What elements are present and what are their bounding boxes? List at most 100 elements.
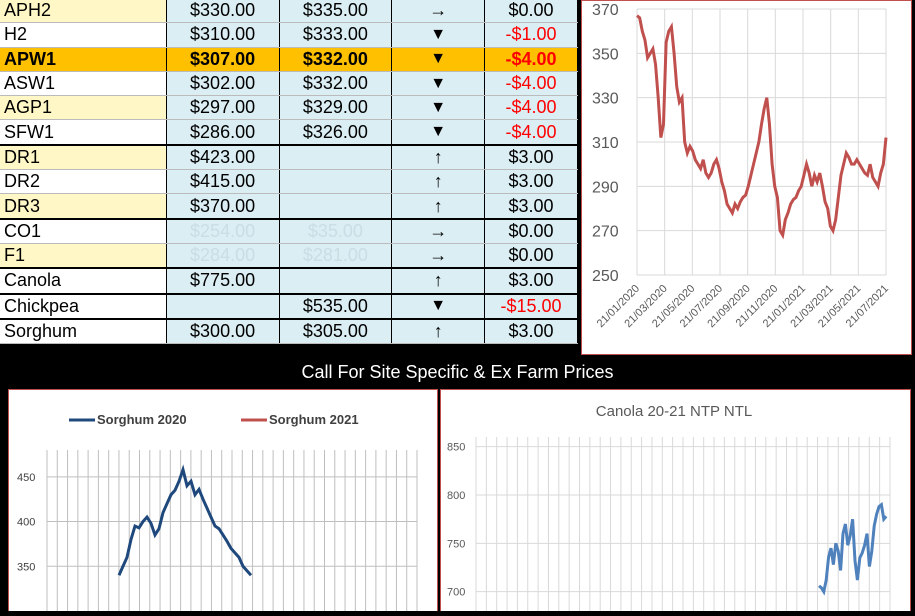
sorghum-svg: 450 400 350 Sorghum 2020 Sorghum 2021 <box>17 412 418 611</box>
trend-arrow: ▼ <box>391 95 486 121</box>
price-history-chart: 370 350 330 310 290 270 250 21/01/2020 21/03/202… <box>581 0 912 355</box>
price-1: $423.00 <box>166 143 280 171</box>
price-change: $3.00 <box>484 143 578 171</box>
y-tick-label: 400 <box>17 517 35 529</box>
price-change: -$4.00 <box>484 71 578 97</box>
price-1: $310.00 <box>166 22 280 48</box>
price-row: APH2 $330.00 $335.00 → $0.00 <box>0 0 578 24</box>
y-tick-label: 330 <box>592 91 619 108</box>
price-row: APW1 $307.00 $332.00 ▼ -$4.00 <box>0 47 578 72</box>
price-2: $35.00 <box>279 217 393 244</box>
price-1 <box>166 292 280 320</box>
y-tick-label: 750 <box>447 538 465 550</box>
price-2 <box>279 193 393 220</box>
price-table: APH2 $330.00 $335.00 → $0.00 H2 $310.00 $333.00… <box>0 0 578 358</box>
price-2: $335.00 <box>279 0 393 24</box>
price-change: -$4.00 <box>484 95 578 121</box>
price-row: H2 $310.00 $333.00 ▼ -$1.00 <box>0 22 578 48</box>
price-row: DR1 $423.00 ↑ $3.00 <box>0 143 578 171</box>
price-change: $3.00 <box>484 193 578 220</box>
commodity-name: DR3 <box>0 193 167 220</box>
commodity-name: Sorghum <box>0 317 167 345</box>
y-tick-label: 450 <box>17 472 35 484</box>
y-tick-label: 700 <box>447 587 465 599</box>
price-2: $305.00 <box>279 317 393 345</box>
commodity-name: Chickpea <box>0 292 167 320</box>
price-history-svg: 37035033031029027025021/01/202021/03/202… <box>592 2 891 330</box>
legend-label: Sorghum 2021 <box>269 412 359 427</box>
price-1: $297.00 <box>166 95 280 121</box>
trend-arrow: ▼ <box>391 71 486 97</box>
price-2 <box>279 169 393 195</box>
y-tick-label: 250 <box>592 268 619 285</box>
sorghum-chart: 450 400 350 Sorghum 2020 Sorghum 2021 <box>8 389 438 611</box>
price-1: $370.00 <box>166 193 280 220</box>
trend-arrow: ↑ <box>391 143 486 171</box>
price-change: -$4.00 <box>484 47 578 72</box>
trend-arrow: ▼ <box>391 119 486 146</box>
price-change: $0.00 <box>484 243 578 269</box>
price-row: Canola $775.00 ↑ $3.00 <box>0 267 578 295</box>
price-line <box>636 14 888 240</box>
price-1: $330.00 <box>166 0 280 24</box>
y-tick-label: 370 <box>592 2 619 19</box>
y-tick-label: 350 <box>592 46 619 63</box>
trend-arrow: ▼ <box>391 22 486 48</box>
commodity-name: F1 <box>0 243 167 269</box>
commodity-name: DR1 <box>0 143 167 171</box>
trend-arrow: → <box>391 243 486 269</box>
price-1: $300.00 <box>166 317 280 345</box>
y-tick-label: 800 <box>447 490 465 502</box>
price-2 <box>279 143 393 171</box>
price-2: $281.00 <box>279 243 393 269</box>
price-2: $329.00 <box>279 95 393 121</box>
price-row: DR3 $370.00 ↑ $3.00 <box>0 193 578 220</box>
trend-arrow: → <box>391 0 486 24</box>
trend-arrow: → <box>391 217 486 244</box>
y-tick-label: 850 <box>447 442 465 454</box>
trend-arrow: ↑ <box>391 267 486 295</box>
price-row: SFW1 $286.00 $326.00 ▼ -$4.00 <box>0 119 578 146</box>
canola-chart: Canola 20-21 NTP NTL 850 800 750 700 <box>440 389 911 611</box>
price-2: $333.00 <box>279 22 393 48</box>
price-grid: APH2 $330.00 $335.00 → $0.00 H2 $310.00 $333.00… <box>0 0 578 345</box>
price-1: $286.00 <box>166 119 280 146</box>
series-line <box>117 464 253 577</box>
y-tick-label: 350 <box>17 561 35 573</box>
price-1: $254.00 <box>166 217 280 244</box>
price-2: $326.00 <box>279 119 393 146</box>
trend-arrow: ↑ <box>391 169 486 195</box>
trend-arrow: ↑ <box>391 193 486 220</box>
price-row: CO1 $254.00 $35.00 → $0.00 <box>0 217 578 244</box>
price-2 <box>279 267 393 295</box>
price-row: AGP1 $297.00 $329.00 ▼ -$4.00 <box>0 95 578 121</box>
y-tick-label: 290 <box>592 179 619 196</box>
price-1: $775.00 <box>166 267 280 295</box>
price-change: $3.00 <box>484 317 578 345</box>
commodity-name: H2 <box>0 22 167 48</box>
price-2: $332.00 <box>279 47 393 72</box>
price-1: $284.00 <box>166 243 280 269</box>
commodity-name: AGP1 <box>0 95 167 121</box>
commodity-name: ASW1 <box>0 71 167 97</box>
price-row: Sorghum $300.00 $305.00 ↑ $3.00 <box>0 317 578 345</box>
price-row: Chickpea $535.00 ▼ -$15.00 <box>0 292 578 320</box>
price-row: ASW1 $302.00 $332.00 ▼ -$4.00 <box>0 71 578 97</box>
price-change: $0.00 <box>484 217 578 244</box>
commodity-name: Canola <box>0 267 167 295</box>
trend-arrow: ▼ <box>391 292 486 320</box>
commodity-name: APW1 <box>0 47 167 72</box>
y-tick-label: 270 <box>592 224 619 241</box>
price-change: -$1.00 <box>484 22 578 48</box>
price-1: $415.00 <box>166 169 280 195</box>
price-change: -$4.00 <box>484 119 578 146</box>
price-1: $302.00 <box>166 71 280 97</box>
price-change: $0.00 <box>484 0 578 24</box>
trend-arrow: ▼ <box>391 47 486 72</box>
price-row: DR2 $415.00 ↑ $3.00 <box>0 169 578 195</box>
call-prices-banner: Call For Site Specific & Ex Farm Prices <box>0 360 915 384</box>
price-1: $307.00 <box>166 47 280 72</box>
price-change: -$15.00 <box>484 292 578 320</box>
trend-arrow: ↑ <box>391 317 486 345</box>
canola-svg: Canola 20-21 NTP NTL 850 800 750 700 <box>447 403 891 611</box>
